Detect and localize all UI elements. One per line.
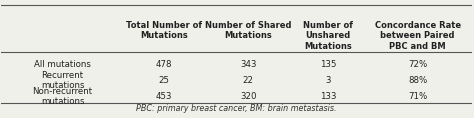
Text: 22: 22 xyxy=(243,76,254,85)
Text: 3: 3 xyxy=(326,76,331,85)
Text: 133: 133 xyxy=(320,92,337,101)
Text: 453: 453 xyxy=(155,92,172,101)
Text: 320: 320 xyxy=(240,92,256,101)
Text: 88%: 88% xyxy=(408,76,428,85)
Text: 135: 135 xyxy=(320,60,337,69)
Text: Non-recurrent
mutations: Non-recurrent mutations xyxy=(33,87,92,106)
Text: 25: 25 xyxy=(158,76,169,85)
Text: 343: 343 xyxy=(240,60,256,69)
Text: 72%: 72% xyxy=(408,60,428,69)
Text: Number of
Unshared
Mutations: Number of Unshared Mutations xyxy=(303,21,353,51)
Text: Number of Shared
Mutations: Number of Shared Mutations xyxy=(205,21,292,40)
Text: PBC: primary breast cancer, BM: brain metastasis.: PBC: primary breast cancer, BM: brain me… xyxy=(137,104,337,113)
Text: 478: 478 xyxy=(155,60,172,69)
Text: Total Number of
Mutations: Total Number of Mutations xyxy=(126,21,202,40)
Text: Recurrent
mutations: Recurrent mutations xyxy=(41,71,84,90)
Text: 71%: 71% xyxy=(408,92,428,101)
Text: Concordance Rate
between Paired
PBC and BM: Concordance Rate between Paired PBC and … xyxy=(374,21,461,51)
Text: All mutations: All mutations xyxy=(34,60,91,69)
